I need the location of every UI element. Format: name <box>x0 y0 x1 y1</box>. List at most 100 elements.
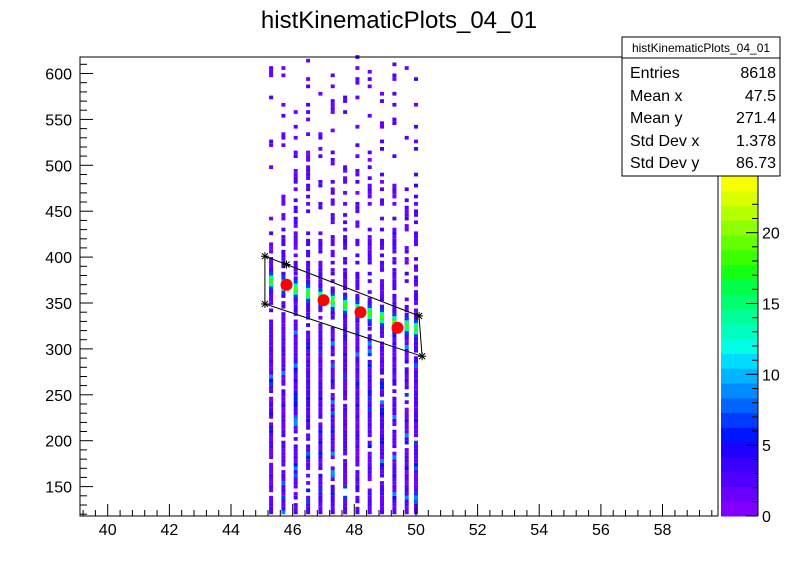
heatmap-cell <box>392 275 397 280</box>
palette-swatch <box>721 176 758 192</box>
heatmap-cell <box>392 371 397 375</box>
heatmap-cell <box>392 62 397 67</box>
heatmap-cell <box>306 385 311 390</box>
heatmap-cell <box>367 238 372 243</box>
heatmap-cell <box>293 216 298 221</box>
heatmap-cell <box>330 102 335 107</box>
stats-label-entries: Entries <box>630 65 680 82</box>
heatmap-cell <box>318 180 323 184</box>
band-cell <box>330 306 335 311</box>
palette-swatch <box>721 190 758 207</box>
heatmap-cell <box>269 359 274 364</box>
cut-polygon-outline <box>264 255 423 358</box>
heatmap-cell <box>330 187 335 192</box>
heatmap-cell <box>281 312 286 316</box>
stats-value-mean-x: 47.5 <box>745 88 776 105</box>
heatmap-dense-band <box>269 268 418 342</box>
heatmap-cell <box>306 58 311 63</box>
heatmap-cell <box>269 495 274 500</box>
heatmap-cell <box>380 290 384 294</box>
heatmap-cell <box>293 444 298 449</box>
heatmap-cell <box>404 484 409 489</box>
heatmap-cell <box>306 231 311 236</box>
fit-marker <box>391 321 404 334</box>
heatmap-cell <box>392 334 397 338</box>
heatmap-cell <box>306 238 311 243</box>
heatmap-cell <box>367 459 372 463</box>
band-cell <box>306 295 311 299</box>
heatmap-cell <box>355 404 360 408</box>
heatmap-cell <box>293 382 298 386</box>
heatmap-cell <box>330 415 335 419</box>
heatmap-cell <box>281 113 286 118</box>
heatmap-cell <box>404 227 409 232</box>
heatmap-cell <box>404 448 409 452</box>
heatmap-cell <box>404 378 409 382</box>
heatmap-cell <box>330 359 335 364</box>
heatmap-cell <box>269 319 274 324</box>
heatmap-cell <box>318 371 323 375</box>
heatmap-cell <box>392 389 397 393</box>
heatmap-cell <box>281 323 286 327</box>
heatmap-cell <box>318 385 323 390</box>
heatmap-cell <box>404 216 409 221</box>
heatmap-cell <box>414 444 418 449</box>
band-cell <box>414 330 418 335</box>
heatmap-cell <box>343 477 348 482</box>
heatmap-cell <box>343 110 348 114</box>
heatmap-cell <box>281 495 286 500</box>
heatmap-cell <box>306 312 311 316</box>
heatmap-cell <box>380 180 384 184</box>
heatmap-cell <box>306 110 311 114</box>
heatmap-cell <box>318 205 323 210</box>
heatmap-cell <box>330 158 335 162</box>
palette-swatch <box>721 456 758 473</box>
heatmap-cell <box>392 102 397 107</box>
heatmap-cell <box>318 315 323 320</box>
heatmap-cell <box>392 470 397 474</box>
z-tick-label: 10 <box>762 367 780 384</box>
heatmap-cell <box>367 488 372 493</box>
heatmap-cell <box>367 113 372 118</box>
heatmap-cell <box>380 481 384 485</box>
band-cell <box>330 303 335 307</box>
heatmap-cell <box>343 169 348 173</box>
band-cell <box>414 337 418 342</box>
heatmap-cell <box>367 242 372 247</box>
heatmap-cell <box>293 172 298 177</box>
heatmap-cell <box>281 382 286 386</box>
heatmap-cell <box>367 470 372 474</box>
heatmap-cell <box>414 356 418 360</box>
band-cell <box>404 331 409 335</box>
heatmap-cell <box>343 341 348 346</box>
heatmap-cell <box>330 271 335 276</box>
heatmap-cell <box>367 84 372 89</box>
heatmap-cell <box>380 293 384 298</box>
heatmap-cell <box>380 415 384 419</box>
heatmap-cell <box>414 301 418 305</box>
heatmap-cell <box>414 363 418 368</box>
heatmap-cell <box>355 488 360 493</box>
heatmap-cell <box>281 481 286 485</box>
heatmap-cell <box>343 202 348 206</box>
heatmap-cell <box>293 319 298 324</box>
heatmap-cell <box>318 231 323 236</box>
heatmap-cell <box>306 165 311 169</box>
heatmap-cell <box>355 359 360 364</box>
heatmap-cell <box>355 499 360 504</box>
heatmap-cell <box>343 396 348 401</box>
stats-label-mean-x: Mean x <box>630 88 682 105</box>
band-cell <box>404 334 409 339</box>
heatmap-cell <box>414 297 418 302</box>
heatmap-cell <box>392 506 397 511</box>
band-cell <box>404 320 409 324</box>
heatmap-cell <box>380 506 384 511</box>
heatmap-cell <box>293 352 298 357</box>
heatmap-cell <box>343 323 348 327</box>
star-stroke <box>261 300 269 308</box>
band-cell <box>380 315 384 320</box>
heatmap-cell <box>380 411 384 415</box>
heatmap-cell <box>392 191 397 195</box>
palette-swatch <box>721 471 758 487</box>
heatmap-cell <box>404 495 409 500</box>
